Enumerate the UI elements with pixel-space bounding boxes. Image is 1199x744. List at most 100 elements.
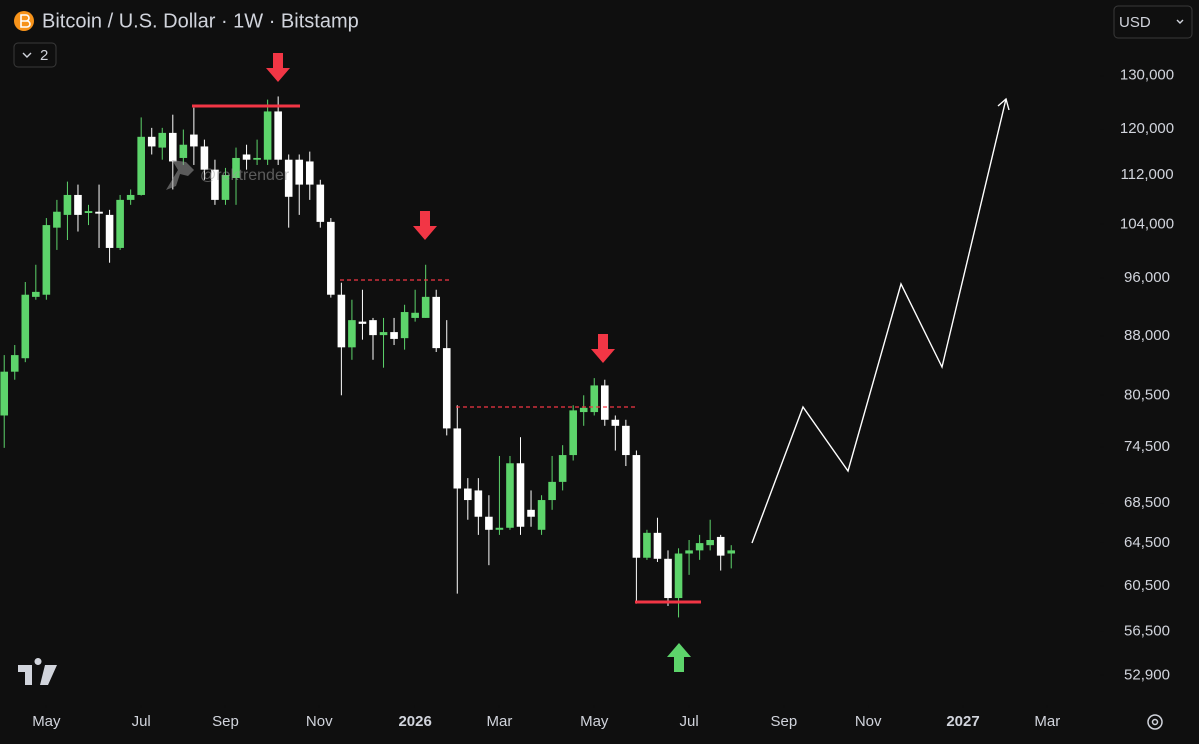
candle-body xyxy=(316,184,325,222)
candle-body xyxy=(495,527,504,530)
candle-body xyxy=(506,463,514,528)
candle-body xyxy=(485,516,493,530)
candle-body xyxy=(137,136,145,195)
candle-body xyxy=(590,385,599,413)
candle-body xyxy=(42,225,51,295)
candle-body xyxy=(105,214,114,248)
x-tick-label: 2027 xyxy=(946,713,979,730)
brand-logo xyxy=(18,658,57,685)
candle-body xyxy=(474,490,483,517)
candle-body xyxy=(527,509,535,517)
candle-body xyxy=(95,211,103,214)
x-tick-label: May xyxy=(32,713,61,730)
x-tick-label: 2026 xyxy=(398,713,431,730)
x-tick-label: May xyxy=(580,713,609,730)
down-arrow xyxy=(413,211,437,240)
watermark: @rektrender xyxy=(166,160,290,190)
candle-body xyxy=(600,385,609,420)
candle-body xyxy=(211,169,219,200)
y-tick-label: 68,500 xyxy=(1124,494,1170,511)
y-tick-label: 112,000 xyxy=(1120,166,1173,183)
candle-body xyxy=(32,291,40,297)
candle-body xyxy=(263,111,272,160)
candle-body xyxy=(63,194,72,215)
candle-body xyxy=(232,157,240,178)
candle-body xyxy=(390,332,398,339)
annotations xyxy=(192,53,1010,672)
candle-body xyxy=(653,532,662,559)
candle-body xyxy=(179,144,188,158)
candle-body xyxy=(464,488,472,501)
candle-body xyxy=(295,159,304,185)
candle-body xyxy=(674,553,683,599)
candle-body xyxy=(348,320,356,348)
candle-body xyxy=(200,146,209,170)
candle-body xyxy=(84,211,93,213)
candle-body xyxy=(537,500,546,530)
x-tick-label: Nov xyxy=(855,713,882,730)
y-tick-label: 56,500 xyxy=(1124,622,1170,639)
candle-body xyxy=(453,428,462,489)
y-tick-label: 88,000 xyxy=(1124,327,1170,344)
candle-body xyxy=(305,161,314,185)
candle-body xyxy=(579,407,588,413)
x-tick-label: Sep xyxy=(771,713,798,730)
candle-body xyxy=(632,455,641,558)
candle-body xyxy=(611,419,620,426)
candle-body xyxy=(158,132,167,148)
candle-body xyxy=(10,355,19,372)
y-tick-label: 80,500 xyxy=(1124,386,1170,403)
candle-body xyxy=(0,371,9,416)
x-tick-label: Nov xyxy=(306,713,333,730)
candle-body xyxy=(716,536,725,556)
candle-body xyxy=(569,410,577,456)
candle-body xyxy=(411,312,419,318)
chevron xyxy=(22,52,32,58)
candle-body xyxy=(516,463,525,527)
candle-body xyxy=(358,321,367,324)
candle-body xyxy=(116,199,124,248)
watermark-text: @rektrender xyxy=(200,167,290,184)
projection-path xyxy=(751,98,1007,544)
candle-body xyxy=(558,455,567,482)
x-tick-label: Mar xyxy=(487,713,513,730)
currency-label: USD xyxy=(1119,14,1151,31)
y-tick-label: 52,900 xyxy=(1124,666,1170,683)
candle-body xyxy=(400,312,409,339)
bitcoin-glyph xyxy=(20,14,31,28)
y-tick-label: 120,000 xyxy=(1120,120,1174,137)
chart-title: Bitcoin / U.S. Dollar · 1W · Bitstamp xyxy=(42,10,359,32)
y-tick-label: 64,500 xyxy=(1124,534,1170,551)
candle-body xyxy=(190,134,198,147)
candle-body xyxy=(685,550,693,554)
candle-body xyxy=(442,348,451,429)
indicator-count: 2 xyxy=(40,47,48,64)
candle-body xyxy=(695,543,704,551)
chevron xyxy=(1176,19,1184,24)
candle-body xyxy=(168,132,177,162)
y-tick-label: 104,000 xyxy=(1120,215,1174,232)
y-tick-label: 130,000 xyxy=(1120,67,1174,84)
settings-icon[interactable] xyxy=(1147,714,1163,730)
settings-icon-center xyxy=(1151,718,1159,726)
candle-body xyxy=(274,111,282,160)
candle-body xyxy=(284,159,293,197)
candle-body xyxy=(327,221,335,295)
indicator-toggle[interactable] xyxy=(13,42,57,68)
currency-select[interactable] xyxy=(1113,5,1193,39)
down-arrow xyxy=(591,334,615,363)
candle-body xyxy=(337,294,346,348)
x-tick-label: Mar xyxy=(1034,713,1060,730)
x-tick-label: Jul xyxy=(132,713,151,730)
candle-body xyxy=(53,211,61,228)
y-tick-label: 74,500 xyxy=(1124,438,1170,455)
candle-body xyxy=(369,320,377,336)
candle-body xyxy=(432,296,441,349)
candle-body xyxy=(727,550,736,554)
candle-body xyxy=(74,194,82,215)
up-arrow xyxy=(667,643,691,672)
x-tick-label: Jul xyxy=(679,713,698,730)
candle-body xyxy=(622,425,630,456)
